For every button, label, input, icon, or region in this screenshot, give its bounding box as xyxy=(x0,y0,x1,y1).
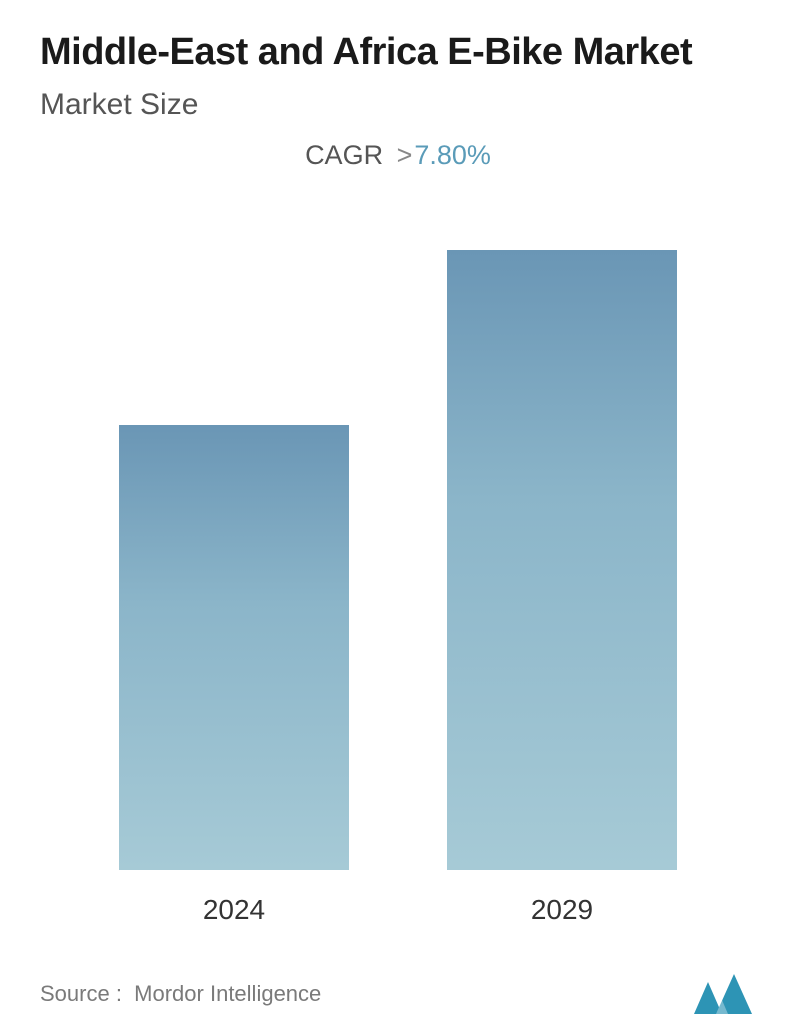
cagr-label: CAGR xyxy=(305,140,383,170)
bar-label-0: 2024 xyxy=(203,894,265,926)
source-prefix: Source : xyxy=(40,981,122,1006)
chart-title: Middle-East and Africa E-Bike Market xyxy=(40,30,756,76)
bar-0 xyxy=(119,425,349,870)
cagr-value: 7.80% xyxy=(414,140,491,170)
logo-icon xyxy=(694,974,756,1014)
bar-group-0: 2024 xyxy=(94,425,374,926)
bar-group-1: 2029 xyxy=(422,250,702,926)
bar-1 xyxy=(447,250,677,870)
chart-subtitle: Market Size xyxy=(40,88,756,122)
bar-label-1: 2029 xyxy=(531,894,593,926)
footer: Source : Mordor Intelligence xyxy=(40,956,756,1014)
source-name: Mordor Intelligence xyxy=(134,981,321,1006)
chart-plot-area: 2024 2029 xyxy=(40,221,756,946)
cagr-row: CAGR >7.80% xyxy=(40,140,756,171)
source-text: Source : Mordor Intelligence xyxy=(40,981,321,1007)
chart-container: Middle-East and Africa E-Bike Market Mar… xyxy=(0,0,796,1034)
cagr-operator: > xyxy=(397,140,413,170)
